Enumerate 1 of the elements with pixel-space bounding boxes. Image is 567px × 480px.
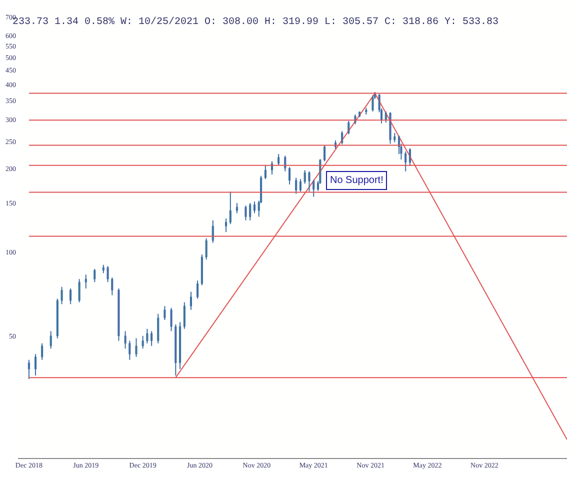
annotation: No Support! [330, 175, 384, 186]
